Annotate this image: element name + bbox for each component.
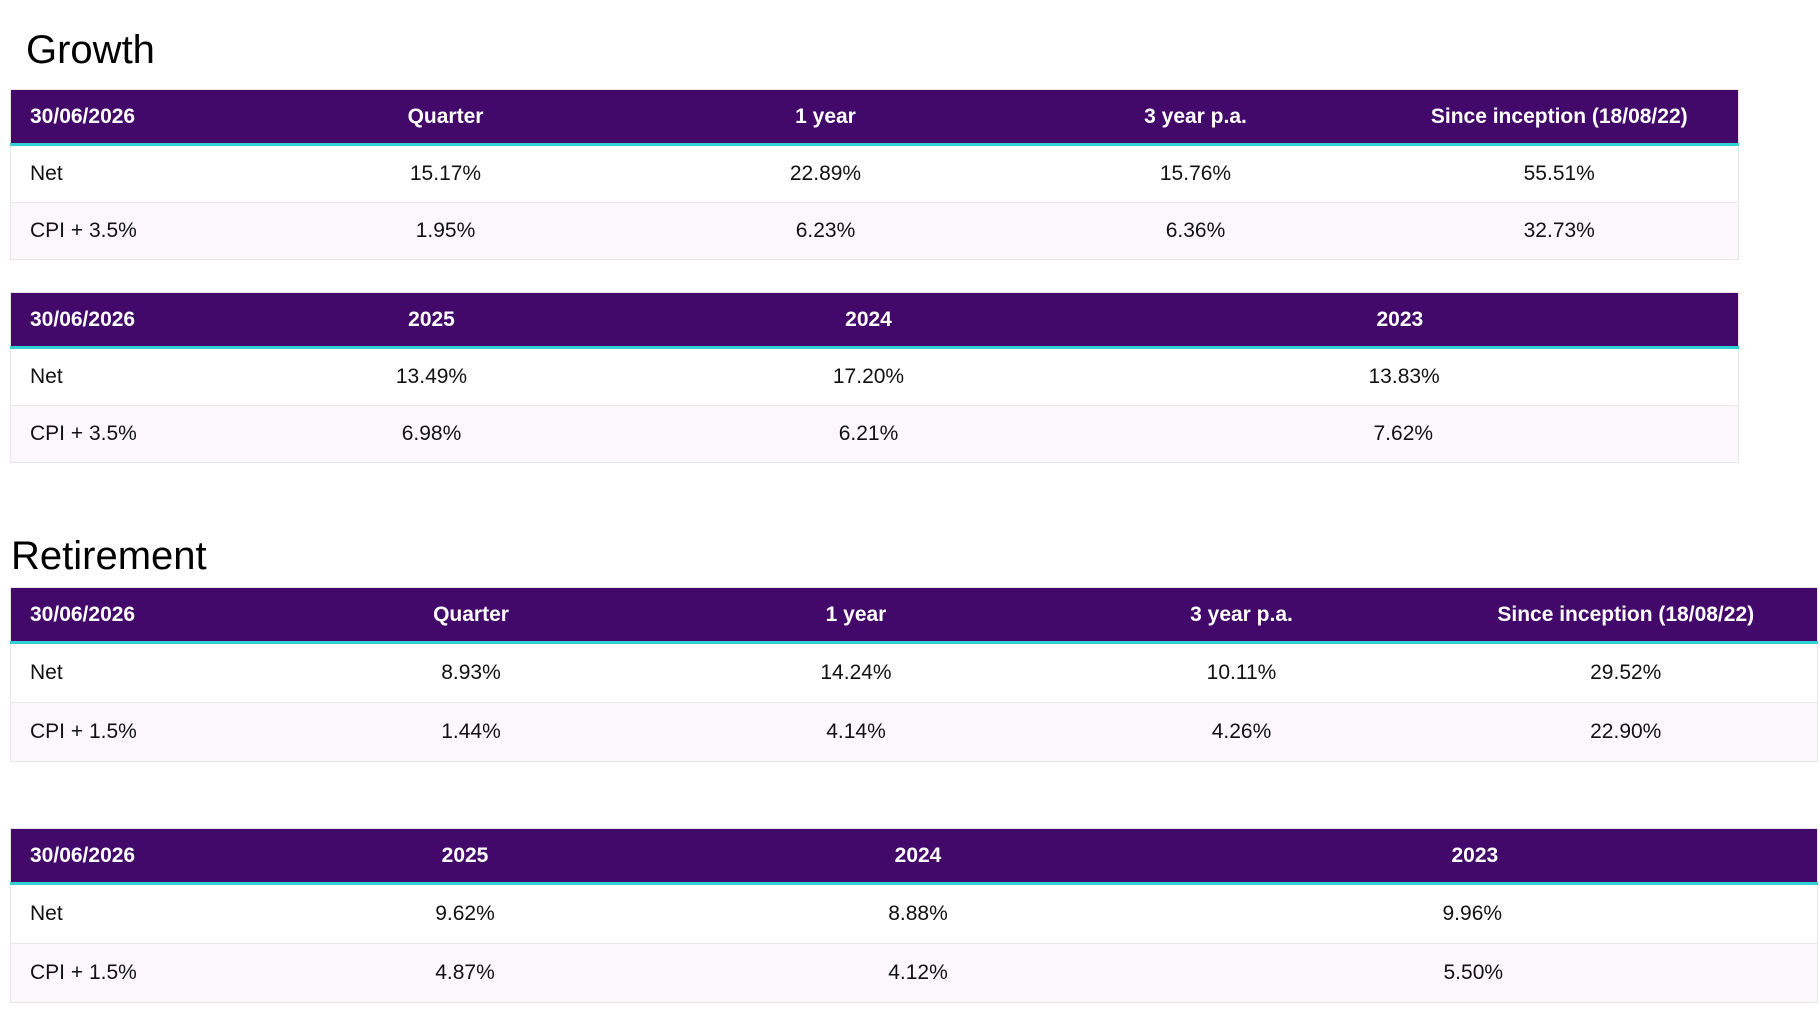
table-cell: 5.50%: [1144, 943, 1818, 1003]
table-cell: 22.90%: [1434, 702, 1818, 762]
table-cell: 13.83%: [1086, 347, 1739, 406]
table-cell: 32.73%: [1380, 202, 1739, 260]
row-label: Net: [10, 642, 279, 703]
table-cell: 15.17%: [250, 144, 641, 203]
column-header-date: 30/06/2026: [10, 89, 251, 146]
row-label: Net: [10, 144, 251, 203]
table-cell: 10.11%: [1048, 642, 1435, 703]
row-label: CPI + 3.5%: [10, 202, 251, 260]
table-cell: 9.96%: [1144, 883, 1818, 944]
column-header-1-year: 1 year: [640, 89, 1011, 146]
table-cell: 4.87%: [238, 943, 692, 1003]
column-header-2025: 2025: [212, 292, 651, 349]
column-header-2024: 2024: [691, 828, 1145, 885]
column-header-since-inception: Since inception (18/08/22): [1380, 89, 1739, 146]
growth-section-title: Growth: [26, 28, 155, 72]
column-header-date: 30/06/2026: [10, 292, 213, 349]
retirement-annual-returns-table: 30/06/2026 2025 2024 2023 Net 9.62% 8.88…: [10, 828, 1818, 1003]
row-label: CPI + 1.5%: [10, 943, 239, 1003]
table-cell: 14.24%: [663, 642, 1049, 703]
table-cell: 22.89%: [640, 144, 1011, 203]
table-cell: 8.93%: [278, 642, 664, 703]
column-header-date: 30/06/2026: [10, 587, 279, 644]
retirement-section-title: Retirement: [11, 534, 207, 578]
table-cell: 4.26%: [1048, 702, 1435, 762]
table-cell: 1.44%: [278, 702, 664, 762]
table-cell: 13.49%: [212, 347, 651, 406]
retirement-period-returns-table: 30/06/2026 Quarter 1 year 3 year p.a. Si…: [10, 587, 1818, 762]
table-row-cpi: CPI + 1.5% 4.87% 4.12% 5.50%: [10, 943, 1818, 1003]
table-cell: 6.98%: [212, 405, 651, 463]
table-cell: 6.36%: [1010, 202, 1381, 260]
table-cell: 17.20%: [650, 347, 1087, 406]
column-header-3-year: 3 year p.a.: [1010, 89, 1381, 146]
column-header-since-inception: Since inception (18/08/22): [1434, 587, 1818, 644]
column-header-3-year: 3 year p.a.: [1048, 587, 1435, 644]
growth-annual-returns-table: 30/06/2026 2025 2024 2023 Net 13.49% 17.…: [10, 292, 1739, 463]
table-row-net: Net 15.17% 22.89% 15.76% 55.51%: [10, 144, 1739, 203]
column-header-date: 30/06/2026: [10, 828, 239, 885]
table-header-row: 30/06/2026 Quarter 1 year 3 year p.a. Si…: [10, 587, 1818, 644]
table-cell: 15.76%: [1010, 144, 1381, 203]
table-row-cpi: CPI + 1.5% 1.44% 4.14% 4.26% 22.90%: [10, 702, 1818, 762]
row-label: CPI + 1.5%: [10, 702, 279, 762]
column-header-2024: 2024: [650, 292, 1087, 349]
table-cell: 8.88%: [691, 883, 1145, 944]
column-header-quarter: Quarter: [250, 89, 641, 146]
row-label: CPI + 3.5%: [10, 405, 213, 463]
table-row-net: Net 9.62% 8.88% 9.96%: [10, 883, 1818, 944]
table-cell: 9.62%: [238, 883, 692, 944]
table-header-row: 30/06/2026 2025 2024 2023: [10, 292, 1739, 349]
table-row-net: Net 13.49% 17.20% 13.83%: [10, 347, 1739, 406]
table-cell: 6.23%: [640, 202, 1011, 260]
table-cell: 29.52%: [1434, 642, 1818, 703]
column-header-2025: 2025: [238, 828, 692, 885]
column-header-quarter: Quarter: [278, 587, 664, 644]
table-row-cpi: CPI + 3.5% 1.95% 6.23% 6.36% 32.73%: [10, 202, 1739, 260]
table-cell: 6.21%: [650, 405, 1087, 463]
table-cell: 1.95%: [250, 202, 641, 260]
table-row-cpi: CPI + 3.5% 6.98% 6.21% 7.62%: [10, 405, 1739, 463]
table-cell: 55.51%: [1380, 144, 1739, 203]
column-header-2023: 2023: [1144, 828, 1818, 885]
table-cell: 7.62%: [1086, 405, 1739, 463]
table-header-row: 30/06/2026 Quarter 1 year 3 year p.a. Si…: [10, 89, 1739, 146]
column-header-2023: 2023: [1086, 292, 1739, 349]
row-label: Net: [10, 347, 213, 406]
table-header-row: 30/06/2026 2025 2024 2023: [10, 828, 1818, 885]
table-cell: 4.12%: [691, 943, 1145, 1003]
table-row-net: Net 8.93% 14.24% 10.11% 29.52%: [10, 642, 1818, 703]
growth-period-returns-table: 30/06/2026 Quarter 1 year 3 year p.a. Si…: [10, 89, 1739, 260]
row-label: Net: [10, 883, 239, 944]
column-header-1-year: 1 year: [663, 587, 1049, 644]
table-cell: 4.14%: [663, 702, 1049, 762]
